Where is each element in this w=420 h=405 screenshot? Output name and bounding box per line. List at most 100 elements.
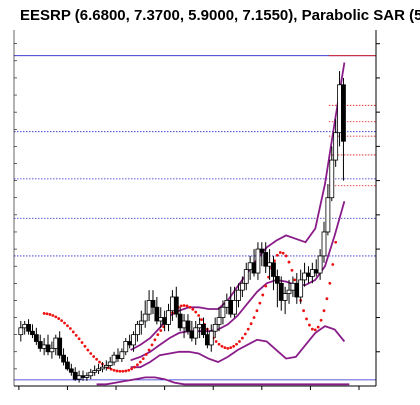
sar-dot — [112, 368, 116, 372]
sar-dot — [223, 346, 227, 350]
candle-body — [135, 323, 140, 336]
sar-dot — [328, 281, 332, 285]
candle-body — [274, 276, 280, 284]
sar-dot — [220, 344, 224, 348]
sar-dot — [179, 304, 183, 308]
sar-dot — [89, 352, 93, 355]
sar-dot — [121, 369, 125, 373]
candle-body — [216, 317, 222, 325]
sar-dot — [74, 333, 78, 337]
sar-dot — [334, 240, 338, 244]
candle-body — [170, 296, 175, 312]
candle-body — [68, 368, 74, 373]
candle-body — [150, 300, 156, 308]
candle-body — [236, 289, 241, 301]
candle-body — [298, 279, 304, 298]
candle-body — [80, 375, 86, 378]
sar-dot — [159, 329, 163, 332]
candle-body — [49, 347, 55, 353]
sar-dot — [290, 268, 294, 272]
sar-dot — [232, 344, 236, 348]
candle-body — [185, 320, 191, 332]
candle-body — [107, 361, 113, 366]
candle-body — [41, 344, 47, 349]
candle-body — [61, 354, 66, 363]
axes — [13, 30, 380, 390]
candle-body — [341, 84, 346, 142]
sar-dot — [229, 346, 233, 350]
sar-dot — [63, 321, 66, 325]
sar-dot — [133, 365, 136, 369]
candle-body — [282, 293, 288, 301]
candle-body — [313, 269, 319, 274]
candle-body — [22, 323, 28, 329]
candle-body — [123, 341, 129, 353]
candle-body — [72, 371, 78, 380]
candle-body — [84, 375, 90, 378]
candle-body — [193, 327, 199, 339]
candle-body — [278, 282, 284, 301]
sar-dot — [71, 330, 75, 334]
sar-dot — [130, 367, 133, 371]
sar-dot — [249, 322, 253, 326]
candle-body — [30, 330, 35, 336]
candle-body — [111, 354, 117, 363]
candle-body — [208, 330, 214, 346]
candle-body — [267, 262, 272, 267]
sar-dot — [150, 343, 154, 347]
sar-dot — [98, 360, 101, 364]
sar-dot — [156, 333, 160, 337]
sar-dot — [136, 363, 139, 367]
sar-dot — [217, 342, 221, 346]
candle-body — [53, 337, 59, 349]
parabolic-sar-dots — [42, 240, 338, 373]
candle-body — [232, 300, 238, 315]
sar-dot — [185, 304, 189, 308]
candle-body — [166, 310, 171, 325]
sar-dot — [214, 340, 218, 343]
sar-dot — [316, 325, 320, 329]
candle-body — [309, 269, 315, 277]
sar-dot — [66, 324, 69, 328]
candle-body — [162, 317, 168, 325]
sar-dot — [258, 301, 262, 305]
sar-dot — [240, 336, 244, 340]
candle-body — [302, 272, 307, 281]
sar-dot — [153, 338, 157, 342]
candle-body — [306, 272, 311, 277]
candle-body — [146, 300, 152, 315]
sar-dot — [124, 369, 128, 373]
candle-body — [294, 282, 300, 298]
candle-body — [119, 351, 125, 360]
candle-body — [224, 300, 230, 308]
candle-body — [333, 132, 339, 161]
candle-body — [33, 334, 39, 342]
candle-body — [204, 334, 210, 346]
title-band — [0, 0, 420, 30]
candle-body — [18, 327, 24, 336]
band-line — [130, 325, 346, 369]
sar-dot — [331, 263, 335, 266]
candle-body — [255, 248, 261, 274]
sar-dot — [226, 346, 230, 350]
candle-body — [239, 282, 245, 291]
candle-body — [317, 255, 323, 274]
candle-body — [142, 313, 148, 322]
sar-dot — [48, 313, 52, 316]
candle-body — [271, 262, 276, 277]
candle-body — [181, 320, 187, 329]
sar-dot — [54, 315, 58, 319]
sar-dot — [305, 317, 308, 321]
candle-body — [201, 323, 206, 336]
sar-dot — [252, 316, 256, 319]
sar-dot — [322, 309, 326, 313]
candle-body — [88, 371, 94, 377]
candle-body — [96, 368, 101, 371]
candle-body — [45, 344, 51, 353]
candle-body — [263, 252, 269, 267]
candle-body — [212, 323, 218, 332]
sar-dot — [86, 348, 90, 352]
sar-dot — [188, 305, 192, 309]
candle-body — [286, 289, 292, 294]
sar-dot — [118, 369, 122, 373]
